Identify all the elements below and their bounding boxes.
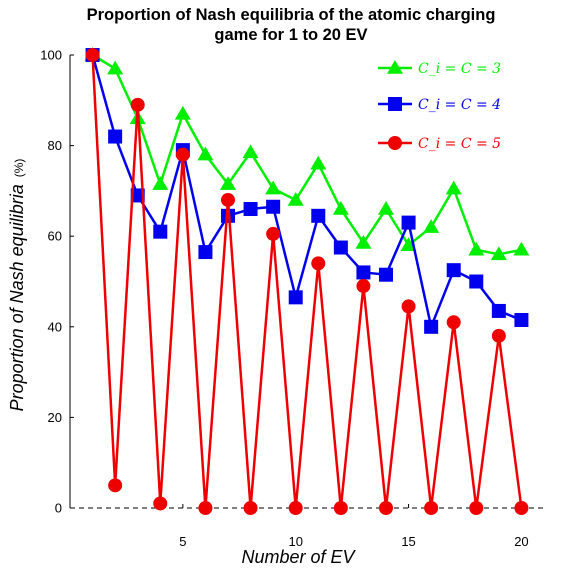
data-point (311, 256, 326, 271)
data-point (333, 501, 348, 515)
legend-label: C_i = C = 3 (418, 61, 501, 77)
data-point (174, 105, 191, 120)
chart-title-line1: Proportion of Nash equilibria of the ato… (87, 6, 496, 24)
y-tick-label: 20 (48, 410, 62, 425)
data-point (107, 60, 124, 75)
data-point (514, 501, 529, 515)
data-point (130, 188, 145, 203)
y-tick-label: 100 (40, 48, 62, 63)
data-point (513, 241, 530, 256)
data-point (152, 176, 169, 190)
data-point (266, 226, 281, 241)
y-tick-label: 60 (48, 229, 62, 244)
y-tick-label: 80 (48, 138, 62, 153)
data-point (288, 501, 303, 515)
data-point (108, 129, 123, 144)
data-point (401, 215, 416, 230)
legend-marker (387, 60, 403, 74)
data-point (424, 501, 439, 515)
series-3 (85, 48, 529, 515)
data-point (332, 201, 349, 215)
legend-entry-1: C_i = C = 3 (378, 60, 501, 77)
data-point (265, 180, 282, 195)
data-point (401, 299, 416, 314)
data-point (242, 144, 259, 159)
data-point (243, 202, 258, 217)
data-point (310, 155, 327, 170)
data-point (108, 478, 123, 493)
data-point (288, 290, 303, 305)
data-point (175, 147, 190, 162)
legend-entry-3: C_i = C = 5 (378, 136, 501, 152)
data-point (153, 496, 168, 511)
data-point (220, 176, 236, 190)
x-tick-label: 10 (288, 534, 302, 549)
legend-entry-2: C_i = C = 4 (378, 97, 501, 113)
y-tick-label: 0 (55, 501, 62, 516)
data-point (333, 240, 348, 255)
data-point (469, 274, 484, 289)
series-1 (84, 47, 530, 261)
series-2 (85, 48, 529, 334)
legend-label: C_i = C = 4 (418, 97, 501, 113)
data-point (197, 146, 214, 161)
chart-title-line2: game for 1 to 20 EV (214, 26, 367, 44)
y-axis-label-main: Proportion of Nash equilibria (7, 184, 27, 411)
data-point (446, 263, 461, 278)
series-line (91, 54, 522, 329)
data-point (221, 192, 235, 207)
data-point (400, 237, 417, 252)
data-point (356, 265, 371, 280)
y-tick-label: 40 (48, 319, 62, 334)
data-point (85, 48, 100, 62)
legend-marker (388, 97, 402, 111)
series-line (91, 53, 522, 256)
data-point (424, 319, 439, 334)
x-tick-label: 15 (401, 534, 415, 549)
x-tick-label: 20 (514, 534, 528, 549)
y-axis-label-unit: (%) (12, 159, 26, 178)
data-point (311, 208, 326, 223)
data-point (491, 328, 506, 343)
data-point (514, 313, 529, 328)
data-point (379, 267, 393, 282)
data-point (130, 97, 145, 112)
series-line (91, 54, 523, 510)
series-layer (84, 47, 530, 515)
data-point (469, 501, 484, 515)
data-point (378, 201, 394, 215)
data-point (445, 180, 462, 195)
x-axis-label: Number of EV (241, 547, 356, 567)
data-point (379, 501, 393, 515)
data-point (490, 246, 507, 261)
data-point (198, 245, 213, 260)
data-point (153, 224, 168, 239)
data-point (198, 501, 213, 515)
data-point (423, 219, 440, 233)
legend-label: C_i = C = 5 (418, 136, 501, 152)
data-point (287, 191, 304, 206)
legend-marker (388, 136, 402, 150)
data-point (356, 279, 371, 294)
data-point (491, 303, 506, 318)
data-point (355, 234, 372, 249)
data-point (468, 241, 485, 256)
data-point (266, 199, 281, 214)
data-point (243, 501, 258, 515)
x-tick-label: 5 (179, 534, 186, 549)
y-axis-label: Proportion of Nash equilibria (%) (7, 159, 27, 412)
legend: C_i = C = 3 C_i = C = 4 C_i = C = 5 (378, 60, 501, 152)
data-point (446, 315, 461, 330)
